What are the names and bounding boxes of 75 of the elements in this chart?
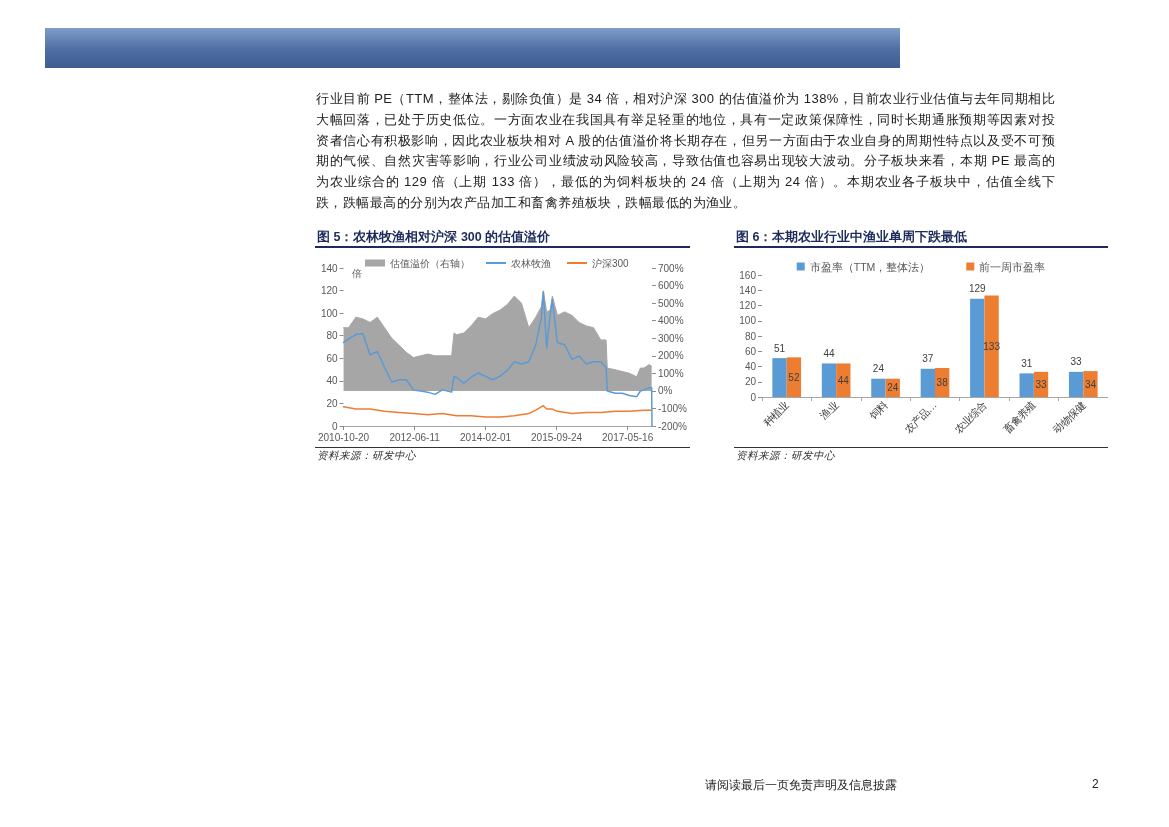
data-label: 52 [788, 371, 800, 383]
line-series [342, 290, 653, 427]
bar [984, 295, 999, 397]
x-tick-label: 动物保健 [1051, 399, 1088, 436]
legend-label: 市盈率（TTM，整体法） [809, 260, 931, 273]
y-tick-label: 80 [326, 330, 339, 342]
bar [871, 378, 886, 397]
bar [920, 368, 935, 397]
x-tick-label: 渔业 [818, 399, 841, 422]
bar [1068, 371, 1084, 397]
y-tick-label: 60 [326, 352, 339, 364]
x-tick-label: 2017-05-16 [602, 431, 654, 443]
data-label: 44 [823, 347, 835, 359]
y-tick-label: 20 [326, 397, 339, 409]
y2-tick-label: 200% [658, 350, 684, 362]
y-tick-label: 140 [320, 262, 339, 274]
data-label: 37 [922, 353, 934, 365]
text: 2 [1092, 777, 1099, 791]
y-tick-label: 160 [739, 269, 757, 281]
legend-label: 前一周市盈率 [979, 260, 1046, 273]
x-tick-label: 2010-10-20 [318, 431, 370, 443]
x-tick-label: 2014-02-01 [460, 431, 512, 443]
bar [772, 358, 787, 397]
data-label: 33 [1070, 356, 1083, 368]
bar [1019, 373, 1034, 397]
y-tick-label: 140 [739, 284, 757, 296]
data-label: 44 [837, 374, 850, 386]
text: 行业目前 PE（TTM，整体法，剔除负值）是 34 倍，相对沪深 300 的估值溢价为 138%，目前农业行业估值与去年同期相比大幅回落，已处于历史低位。一方面农业在我国具有举足轻重的地位，具有一定政策保障性，同时长期通胀预期等因素对投资者信心有积极影响，因此农业板块相对 A 股的估值溢价将长期存在，但另一方面由于农业自身的周期性特点以及受不可预期的气候、自然灾害等影响，行业公司业绩波动风险较高，导致估值也容易出现较大波动。分子板块来看，本期 PE 最高的为农业综合的 129 倍（上期 133 倍），最低的为饲料板块的 24 倍（上期为 24 倍）。本期农业各子板块中，估值全线下跌，跌幅最高的分别为农产品加工和畜禽养殖板块，跌幅最低的为渔业。 [316, 90, 1055, 212]
text: 请阅读最后一页免责声明及信息披露 [705, 777, 897, 794]
y-tick-label: 80 [744, 330, 757, 342]
y-tick-label: 0 [750, 391, 757, 403]
chart-title: 图 5：农林牧渔相对沪深 300 的估值溢价 [317, 229, 551, 246]
y-tick-label: 20 [744, 376, 757, 388]
y2-tick-label: 400% [658, 315, 684, 327]
legend-label: 沪深300 [591, 257, 630, 269]
data-label: 33 [1035, 378, 1048, 390]
y2-tick-label: -200% [658, 420, 688, 432]
y2-tick-label: -100% [658, 402, 688, 414]
chart-title: 图 6：本期农业行业中渔业单周下跌最低 [736, 229, 968, 246]
y2-tick-label: 0% [658, 385, 673, 397]
y-tick-label: 40 [326, 375, 339, 387]
data-label: 31 [1021, 357, 1033, 369]
x-tick-label: 2015-09-24 [531, 431, 583, 443]
data-label: 34 [1084, 378, 1097, 390]
y-tick-label: 120 [320, 285, 339, 297]
y-tick-label: 40 [744, 361, 757, 372]
y-tick-label: 100 [320, 307, 339, 319]
y2-tick-label: 700% [658, 262, 684, 274]
y-tick-label: 60 [744, 345, 757, 357]
y2-tick-label: 600% [658, 280, 684, 292]
bar [821, 363, 837, 397]
data-label: 24 [887, 382, 899, 394]
x-tick-label: 农产品… [902, 399, 939, 436]
text: 资料来源：研发中心 [736, 449, 835, 463]
data-label: 129 [968, 283, 987, 295]
legend-label: 估值溢价（右轴） [390, 257, 470, 269]
x-tick-label: 饲料 [866, 399, 890, 422]
x-tick-label: 农业综合 [952, 399, 989, 436]
data-label: 51 [773, 342, 786, 354]
line-series [342, 404, 653, 418]
data-label: 38 [936, 377, 949, 389]
y2-tick-label: 100% [658, 367, 684, 379]
x-tick-label: 种植业 [761, 399, 791, 429]
data-label: 24 [872, 363, 885, 375]
y2-tick-label: 300% [658, 332, 684, 344]
x-tick-label: 畜禽养殖 [1001, 399, 1038, 436]
y-tick-label: 100 [739, 315, 757, 327]
bar [970, 298, 985, 397]
y-tick-label: 0 [332, 420, 339, 432]
y2-tick-label: 500% [658, 297, 684, 309]
legend-label: 农林牧渔 [510, 257, 551, 269]
x-tick-label: 2012-06-11 [389, 431, 441, 443]
y-tick-label: 120 [739, 300, 757, 311]
y-axis-title: 倍 [351, 267, 362, 279]
text: 资料来源：研发中心 [317, 449, 416, 463]
